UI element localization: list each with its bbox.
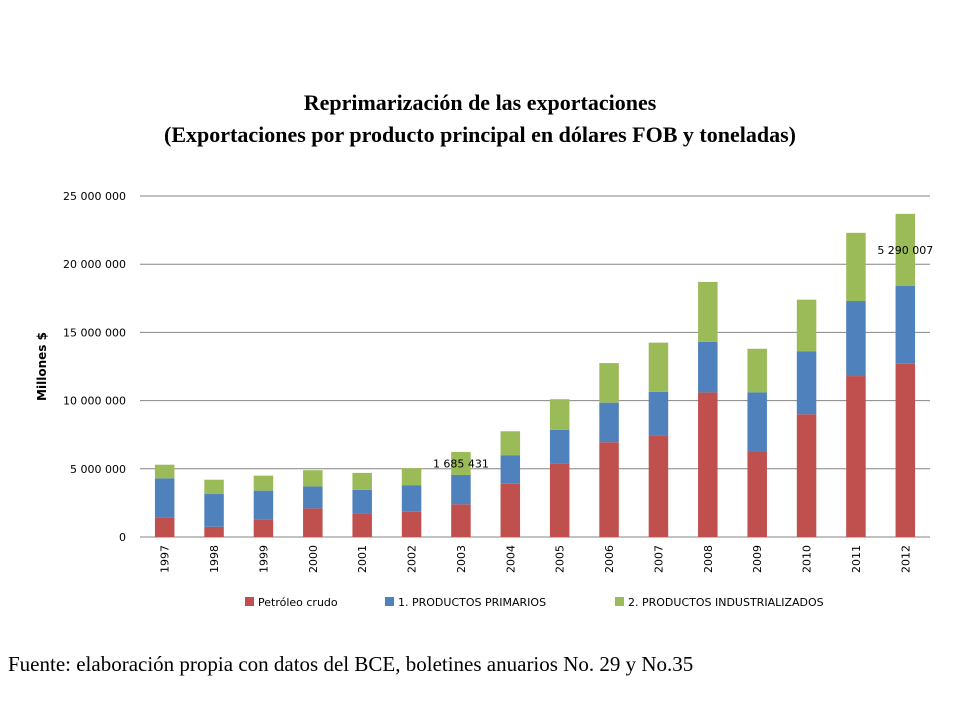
bar-2008-series-1	[698, 341, 718, 393]
chart-subtitle: (Exportaciones por producto principal en…	[164, 122, 796, 147]
x-tick-label: 2007	[652, 545, 665, 573]
bar-1997-series-1	[154, 478, 175, 518]
bar-2002-series-1	[401, 485, 422, 512]
x-tick-label: 2010	[801, 545, 814, 573]
bar-2004-series-2	[500, 431, 521, 456]
bar-2007-series-1	[648, 391, 669, 436]
bar-1997-series-2	[154, 464, 175, 479]
bar-2000-series-0	[303, 508, 323, 537]
x-tick-label: 2002	[406, 545, 419, 573]
bar-2002-series-0	[401, 511, 422, 537]
x-tick-label: 2011	[850, 545, 863, 573]
bar-2010-series-2	[796, 299, 817, 352]
bar-2007-series-0	[648, 435, 669, 537]
bar-2003-series-1	[451, 474, 471, 505]
bar-2007-series-2	[648, 342, 669, 392]
legend-swatch	[385, 597, 394, 606]
bar-2000-series-1	[303, 486, 323, 509]
x-tick-label: 1997	[159, 545, 172, 573]
bar-2012-series-1	[895, 286, 916, 364]
bar-2005-series-1	[549, 429, 570, 464]
legend-label: 2. PRODUCTOS INDUSTRIALIZADOS	[628, 596, 824, 609]
x-tick-label: 2009	[751, 545, 764, 573]
bar-2012-series-2	[895, 213, 916, 287]
bar-2000-series-2	[303, 470, 323, 487]
bar-2011-series-2	[846, 232, 866, 302]
bar-1998-series-2	[204, 479, 224, 495]
x-tick-label: 2012	[899, 545, 912, 573]
y-tick-label: 10 000 000	[63, 395, 126, 408]
legend-label: 1. PRODUCTOS PRIMARIOS	[398, 596, 546, 609]
bar-2009-series-1	[747, 392, 767, 452]
source-note: Fuente: elaboración propia con datos del…	[8, 652, 694, 676]
bar-1999-series-2	[253, 475, 274, 491]
x-tick-label: 2001	[356, 545, 369, 573]
bar-1999-series-0	[253, 519, 274, 537]
bar-1998-series-0	[204, 526, 224, 537]
y-tick-label: 20 000 000	[63, 258, 126, 271]
bar-2005-series-2	[549, 399, 570, 430]
data-label: 1 685 431	[433, 457, 489, 470]
bar-2001-series-0	[352, 513, 372, 537]
chart-title: Reprimarización de las exportaciones	[303, 90, 657, 115]
y-tick-label: 0	[119, 531, 126, 544]
bar-2008-series-0	[698, 392, 718, 537]
legend-swatch	[615, 597, 624, 606]
bar-2006-series-2	[599, 363, 619, 403]
bar-2011-series-0	[846, 376, 866, 537]
bar-2009-series-2	[747, 348, 767, 393]
y-tick-label: 5 000 000	[70, 463, 126, 476]
bar-2009-series-0	[747, 451, 767, 537]
bar-1999-series-1	[253, 490, 274, 520]
bar-2003-series-2	[451, 451, 471, 475]
x-tick-label: 2005	[554, 545, 567, 573]
bar-2001-series-2	[352, 472, 372, 490]
bar-2004-series-1	[500, 455, 521, 484]
bar-2002-series-2	[401, 468, 422, 486]
x-tick-label: 2008	[702, 545, 715, 573]
x-tick-label: 1998	[208, 545, 221, 573]
bar-2010-series-1	[796, 351, 817, 415]
x-tick-label: 2006	[603, 545, 616, 573]
bar-1998-series-1	[204, 494, 224, 527]
x-tick-label: 2003	[455, 545, 468, 573]
y-axis-title: Millones $	[35, 332, 49, 401]
bar-1997-series-0	[154, 517, 175, 537]
y-tick-label: 15 000 000	[63, 326, 126, 339]
x-tick-label: 1999	[257, 545, 270, 573]
legend-label: Petróleo crudo	[258, 596, 338, 609]
y-tick-label: 25 000 000	[63, 190, 126, 203]
bar-2005-series-0	[549, 463, 570, 537]
bar-2001-series-1	[352, 489, 372, 514]
bar-2006-series-0	[599, 442, 619, 537]
bar-2012-series-0	[895, 363, 916, 537]
bar-2006-series-1	[599, 402, 619, 443]
legend-swatch	[245, 597, 254, 606]
bar-2008-series-2	[698, 281, 718, 342]
data-label: 5 290 007	[877, 244, 933, 257]
bar-2003-series-0	[451, 504, 471, 537]
x-tick-label: 2000	[307, 545, 320, 573]
bar-2004-series-0	[500, 483, 521, 537]
x-tick-label: 2004	[504, 545, 517, 573]
bar-2011-series-1	[846, 301, 866, 377]
bar-2010-series-0	[796, 414, 817, 537]
